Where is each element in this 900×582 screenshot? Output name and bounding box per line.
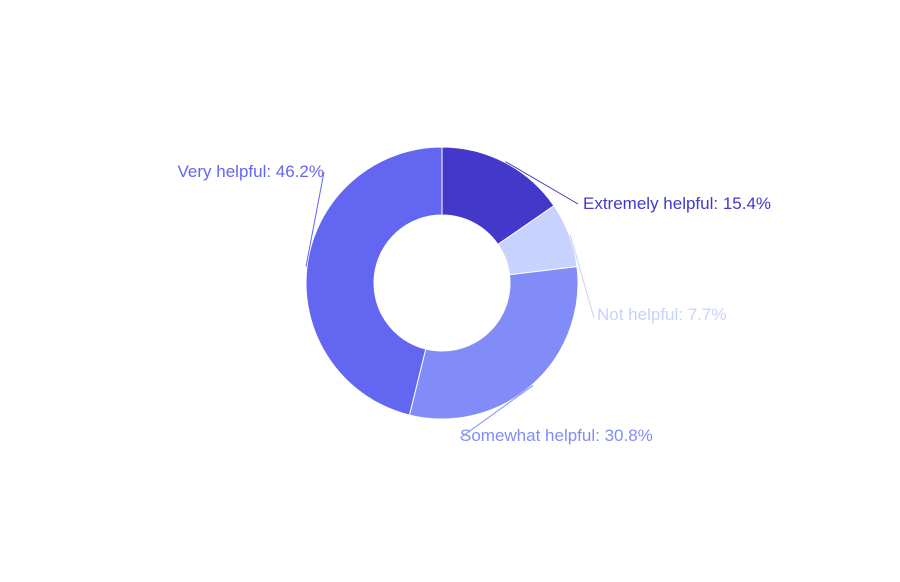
label-extremely-helpful: Extremely helpful: 15.4%: [583, 194, 771, 213]
leader-line-not-helpful: [569, 234, 595, 319]
leader-line-very-helpful: [305, 171, 325, 267]
label-not-helpful: Not helpful: 7.7%: [597, 305, 726, 324]
label-somewhat-helpful: Somewhat helpful: 30.8%: [460, 426, 653, 445]
label-very-helpful: Very helpful: 46.2%: [178, 162, 324, 181]
labels-layer: Extremely helpful: 15.4% Not helpful: 7.7…: [178, 162, 772, 445]
leader-line-extremely-helpful: [505, 161, 579, 205]
leader-line-somewhat-helpful: [459, 385, 534, 439]
slice-very-helpful[interactable]: [305, 146, 443, 416]
slices-layer: [305, 146, 579, 420]
leader-lines-layer: [305, 161, 595, 439]
slice-somewhat-helpful[interactable]: [408, 266, 579, 420]
